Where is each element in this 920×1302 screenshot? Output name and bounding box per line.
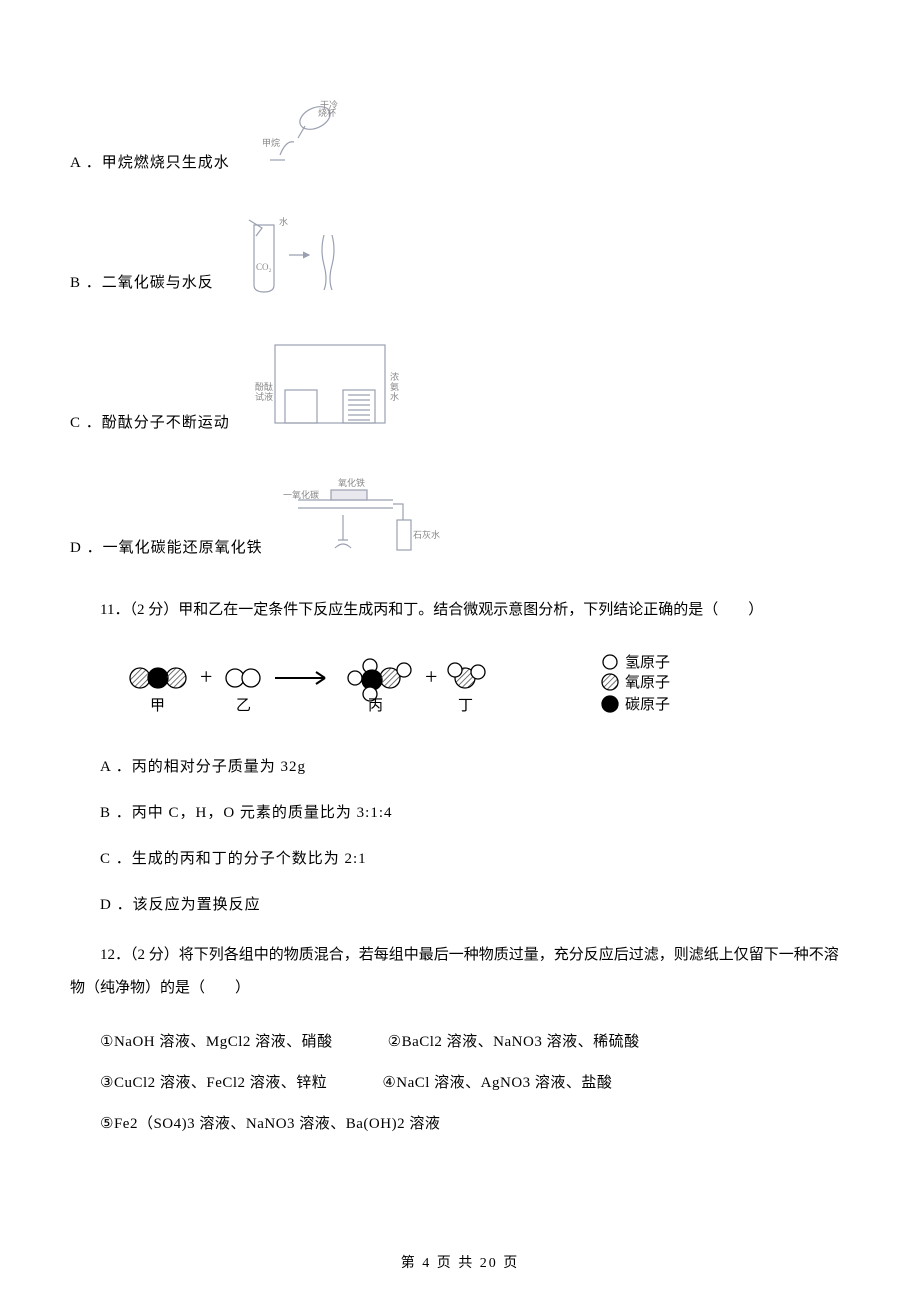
q11-opt-a: A ．丙的相对分子质量为 32g [70, 755, 850, 776]
q12-sub-options: ①NaOH 溶液、MgCl2 溶液、硝酸②BaCl2 溶液、NaNO3 溶液、稀… [70, 1030, 850, 1133]
svg-text:氧化铁: 氧化铁 [338, 477, 365, 488]
page-footer: 第 4 页 共 20 页 [0, 1252, 920, 1272]
svg-text:甲烷: 甲烷 [262, 137, 280, 148]
svg-text:水: 水 [279, 216, 288, 227]
svg-text:浓: 浓 [390, 372, 399, 382]
svg-text:试液: 试液 [255, 391, 273, 402]
svg-text:酚酞: 酚酞 [255, 381, 273, 392]
option-c-label: C ．酚酞分子不断运动 [70, 411, 230, 440]
q11-opt-c: C ．生成的丙和丁的分子个数比为 2:1 [70, 847, 850, 868]
svg-text:水: 水 [390, 391, 399, 402]
label-ding: 丁 [458, 698, 473, 714]
option-c-row: C ．酚酞分子不断运动 酚酞 试液 浓 氨 水 [70, 330, 850, 440]
q11-opt-d: D ．该反应为置换反应 [70, 893, 850, 914]
option-b-figure: 水 CO₂ [234, 210, 354, 300]
option-a-row: A ．甲烷燃烧只生成水 干冷 烧杯 甲烷 [70, 100, 850, 180]
option-d-figure: 一氧化碳 氧化铁 石灰水 [283, 470, 443, 565]
label-yi: 乙 [236, 698, 251, 714]
q12-line1: ①NaOH 溶液、MgCl2 溶液、硝酸②BaCl2 溶液、NaNO3 溶液、稀… [70, 1030, 850, 1051]
legend-h: 氢原子 [625, 654, 670, 671]
svg-text:一氧化碳: 一氧化碳 [283, 489, 319, 500]
q11-opt-b: B ．丙中 C，H，O 元素的质量比为 3:1:4 [70, 801, 850, 822]
svg-text:+: + [425, 664, 437, 689]
q12-stem: 12．（2 分）将下列各组中的物质混合，若每组中最后一种物质过量，充分反应后过滤… [70, 939, 850, 1005]
option-a-figure: 干冷 烧杯 甲烷 [250, 100, 350, 180]
option-b-label: B ．二氧化碳与水反 [70, 271, 214, 300]
option-d-label: D ．一氧化碳能还原氧化铁 [70, 536, 263, 565]
q11-options: A ．丙的相对分子质量为 32g B ．丙中 C，H，O 元素的质量比为 3:1… [70, 755, 850, 914]
label-bing: 丙 [368, 698, 383, 714]
q12-line2: ③CuCl2 溶液、FeCl2 溶液、锌粒④NaCl 溶液、AgNO3 溶液、盐… [70, 1071, 850, 1092]
svg-text:+: + [200, 664, 212, 689]
svg-text:氨: 氨 [390, 381, 399, 392]
q11-stem: 11．（2 分）甲和乙在一定条件下反应生成丙和丁。结合微观示意图分析，下列结论正… [70, 595, 850, 625]
option-d-row: D ．一氧化碳能还原氧化铁 一氧化碳 氧化铁 石灰水 [70, 470, 850, 565]
option-c-figure: 酚酞 试液 浓 氨 水 [250, 330, 410, 440]
q12-line3: ⑤Fe2（SO4)3 溶液、NaNO3 溶液、Ba(OH)2 溶液 [70, 1112, 850, 1133]
svg-text:石灰水: 石灰水 [413, 529, 440, 540]
legend-o: 氧原子 [625, 674, 670, 691]
q11-diagram: 甲 + 乙 丙 + 丁 [120, 650, 850, 730]
option-b-row: B ．二氧化碳与水反 水 CO₂ [70, 210, 850, 300]
legend-c: 碳原子 [625, 696, 670, 713]
svg-text:烧杯: 烧杯 [318, 107, 336, 118]
option-a-label: A ．甲烷燃烧只生成水 [70, 151, 230, 180]
label-jia: 甲 [150, 698, 165, 714]
svg-text:CO₂: CO₂ [256, 262, 272, 272]
